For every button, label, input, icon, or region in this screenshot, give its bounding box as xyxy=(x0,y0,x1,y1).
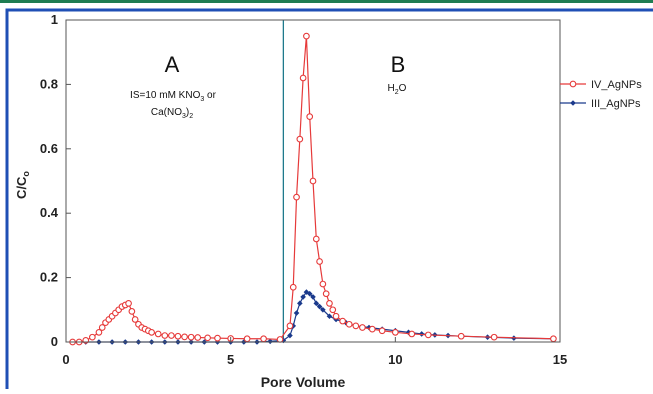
data-point xyxy=(391,328,399,336)
data-point xyxy=(286,322,294,330)
data-point xyxy=(332,312,340,320)
data-point xyxy=(88,333,96,341)
data-point xyxy=(345,320,353,328)
ticks-layer: 0 5 10 15 0 0.2 0.4 0.6 0.8 1 xyxy=(40,12,567,367)
x-tick-label: 15 xyxy=(553,352,567,367)
phase-a-condition-line2: Ca(NO3)2 xyxy=(151,107,193,120)
data-point xyxy=(313,300,320,307)
data-point xyxy=(320,307,326,313)
data-point xyxy=(405,329,412,336)
data-point xyxy=(276,336,284,343)
data-point xyxy=(214,334,221,342)
legend: IV_AgNPs III_AgNPs xyxy=(560,79,642,110)
data-point xyxy=(287,332,293,339)
y-tick-label: 1 xyxy=(51,12,58,27)
x-axis-label: Pore Volume xyxy=(261,374,346,389)
y-tick-label: 0.2 xyxy=(40,270,58,285)
data-point xyxy=(204,334,211,342)
legend-label: III_AgNPs xyxy=(591,98,641,110)
data-point xyxy=(243,335,251,343)
data-point xyxy=(125,300,132,307)
data-point xyxy=(293,193,300,201)
y-tick-label: 0.6 xyxy=(40,141,58,156)
data-point xyxy=(267,338,273,345)
y-tick-label: 0.4 xyxy=(40,205,59,220)
y-tick-label: 0 xyxy=(51,334,58,349)
data-point xyxy=(316,303,323,310)
data-point xyxy=(352,322,360,330)
outer-border xyxy=(5,8,653,394)
x-tick-label: 10 xyxy=(388,352,402,367)
phase-a-condition-line1: IS=10 mM KNO3 or xyxy=(130,90,217,103)
data-point xyxy=(326,300,333,307)
legend-label: IV_AgNPs xyxy=(591,79,642,91)
data-point xyxy=(310,294,316,300)
data-point xyxy=(408,330,416,338)
data-point xyxy=(339,317,346,325)
phase-a-label: A xyxy=(165,52,180,77)
data-point xyxy=(260,335,267,343)
data-point xyxy=(303,289,310,295)
data-point xyxy=(168,332,175,339)
data-point xyxy=(296,135,304,143)
data-point xyxy=(300,294,306,300)
axes-box xyxy=(65,19,561,343)
data-point xyxy=(293,310,300,316)
data-point xyxy=(316,258,323,265)
data-point xyxy=(424,331,432,339)
data-point xyxy=(550,335,557,343)
data-point xyxy=(329,306,337,314)
data-point xyxy=(181,333,188,341)
data-point xyxy=(457,332,465,340)
data-point xyxy=(378,327,386,335)
data-point xyxy=(359,324,366,331)
data-point xyxy=(319,280,327,288)
data-point xyxy=(326,313,333,320)
data-point xyxy=(154,330,162,338)
data-point xyxy=(490,333,498,341)
data-point xyxy=(161,332,169,339)
data-point xyxy=(303,32,310,40)
data-point xyxy=(194,334,202,341)
y-axis-label: C/Co xyxy=(14,171,31,199)
phase-b-label: B xyxy=(391,52,406,77)
data-point xyxy=(312,235,320,243)
data-point xyxy=(309,177,317,185)
data-point xyxy=(98,324,106,331)
data-point xyxy=(322,290,330,298)
data-point xyxy=(148,328,155,336)
data-point xyxy=(306,290,313,297)
data-point xyxy=(299,74,307,82)
data-point xyxy=(128,308,136,315)
data-point xyxy=(306,113,314,120)
data-point xyxy=(187,333,195,341)
y-tick-label: 0.8 xyxy=(40,76,58,91)
data-point xyxy=(174,332,182,340)
x-tick-label: 5 xyxy=(227,352,234,367)
data-point xyxy=(368,325,376,333)
legend-marker xyxy=(569,80,577,88)
data-point xyxy=(297,300,303,307)
x-tick-label: 0 xyxy=(62,352,69,367)
top-bar xyxy=(0,0,653,3)
data-point xyxy=(95,328,103,336)
data-point xyxy=(289,283,297,291)
legend-marker xyxy=(570,100,576,106)
phase-b-condition: H2O xyxy=(388,83,407,96)
data-point xyxy=(131,316,139,323)
